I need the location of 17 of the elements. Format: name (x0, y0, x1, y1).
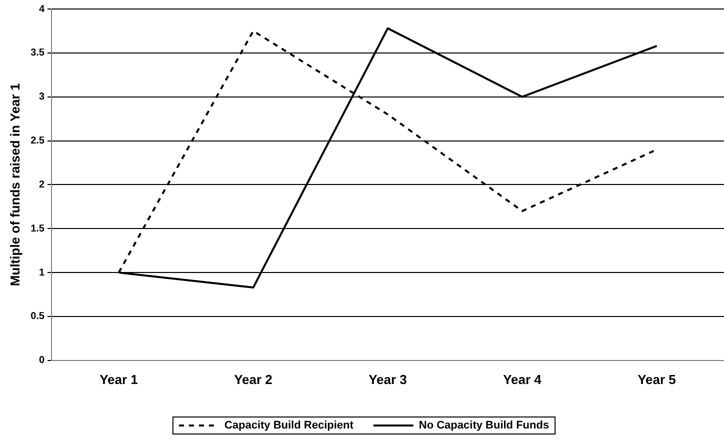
y-tick-label: 3 (38, 92, 45, 103)
y-tick-label: 0 (38, 355, 45, 366)
x-tick-label: Year 2 (234, 372, 272, 387)
y-tick-label: 0.5 (30, 311, 45, 322)
y-tick-label: 2.5 (30, 136, 45, 147)
x-tick-label: Year 1 (100, 372, 138, 387)
y-tick-label: 4 (38, 4, 45, 15)
x-tick-label: Year 5 (638, 372, 676, 387)
y-tick-label: 2 (38, 179, 45, 190)
y-axis-title: Multiple of funds raised in Year 1 (7, 83, 22, 286)
x-tick-label: Year 4 (503, 372, 542, 387)
legend-label: No Capacity Build Funds (418, 420, 550, 432)
y-tick-label: 1.5 (30, 223, 45, 234)
x-tick-label: Year 3 (368, 372, 407, 387)
legend-label: Capacity Build Recipient (224, 420, 354, 432)
y-tick-label: 1 (38, 267, 45, 278)
y-tick-label: 3.5 (30, 48, 45, 59)
